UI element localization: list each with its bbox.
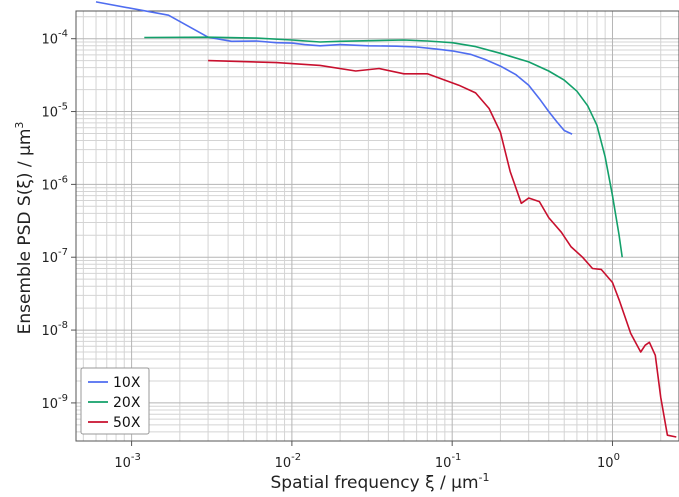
legend-label-10x: 10X <box>113 375 141 391</box>
legend: 10X 20X 50X <box>80 367 150 435</box>
minor-gridlines <box>76 11 679 442</box>
x-axis-ticks: 10-3 10-2 10-1 100 <box>114 441 620 471</box>
series-line-50x <box>208 59 677 438</box>
y-axis-label: Ensemble PSD S(ξ) / μm3 <box>13 122 35 335</box>
y-tick-label: 10-4 <box>41 29 68 48</box>
series-line-10x <box>95 1 573 135</box>
x-axis-label: Spatial frequency ξ / μm-1 <box>271 471 490 493</box>
x-tick-label: 10-3 <box>114 452 141 471</box>
x-tick-label: 10-2 <box>275 452 302 471</box>
legend-label-50x: 50X <box>113 415 141 431</box>
y-tick-label: 10-5 <box>41 102 68 121</box>
x-tick-label: 10-1 <box>435 452 462 471</box>
y-tick-label: 10-8 <box>41 320 68 339</box>
series-lines <box>95 1 677 438</box>
legend-box <box>80 367 150 435</box>
y-tick-label: 10-7 <box>41 247 68 266</box>
y-tick-label: 10-6 <box>41 174 68 193</box>
series-line-20x <box>144 36 623 258</box>
y-axis-ticks: 10-9 10-8 10-7 10-6 10-5 10-4 <box>41 29 76 412</box>
y-tick-label: 10-9 <box>41 393 68 412</box>
plot-area-frame <box>75 10 679 442</box>
legend-label-20x: 20X <box>113 395 141 411</box>
x-tick-label: 100 <box>597 452 620 471</box>
